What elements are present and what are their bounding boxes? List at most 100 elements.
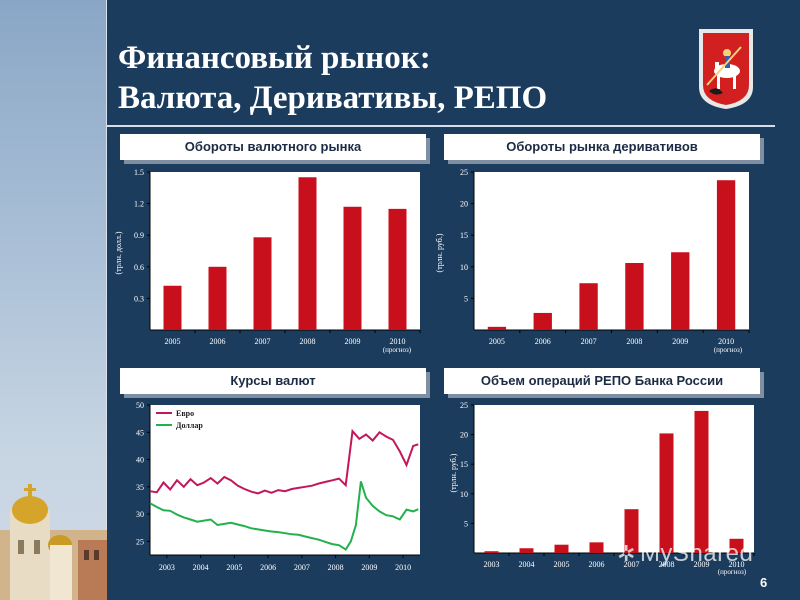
exchange-rates-y-tick-label: 45 [136,428,144,437]
exchange-rates-x-tick-label: 2005 [226,563,242,572]
exchange-rates-legend-label: Евро [176,409,194,418]
moscow-coat-of-arms-icon [699,29,753,109]
fx-turnover-header: Обороты валютного рынка [120,134,426,160]
derivatives-turnover-y-tick-label: 10 [460,263,468,272]
derivatives-turnover-x-tick-label: 2009 [672,337,688,346]
derivatives-turnover-x-tick-label: 2010 [718,337,734,346]
exchange-rates-legend-label: Доллар [176,421,203,430]
exchange-rates-x-tick-label: 2006 [260,563,276,572]
watermark-text: MyShared [639,540,754,567]
repo-volume-forecast-note: (прогноз) [718,568,747,576]
repo-volume-x-tick-label: 2009 [694,560,710,569]
snowflake-icon: ✲ [617,541,636,566]
derivatives-turnover-y-tick-label: 25 [460,168,468,177]
derivatives-turnover-y-tick-label: 15 [460,231,468,240]
exchange-rates-x-tick-label: 2004 [193,563,209,572]
title-divider [107,125,775,127]
derivatives-turnover-bar [625,263,644,330]
repo-volume-bar [484,551,499,553]
fx-turnover-bar [253,237,272,330]
repo-volume-x-tick-label: 2005 [554,560,570,569]
slide-title: Финансовый рынок: Валюта, Деривативы, РЕ… [118,38,678,118]
exchange-rates-y-tick-label: 40 [136,456,144,465]
fx-turnover-y-tick-label: 1.5 [134,168,144,177]
fx-turnover-y-tick-label: 1.2 [134,200,144,209]
exchange-rates-x-tick-label: 2008 [328,563,344,572]
fx-turnover-bar [343,206,362,330]
slide-title-line-2: Валюта, Деривативы, РЕПО [118,80,548,116]
repo-volume-x-tick-label: 2004 [519,560,535,569]
watermark: ✲ MyShared [617,540,753,568]
slide-title-line-1: Финансовый рынок: [118,40,431,76]
exchange-rates-series-line-1 [149,481,419,551]
repo-volume-bar [624,509,639,553]
fx-turnover-bar [163,285,182,330]
fx-turnover-forecast-note: (прогноз) [383,346,412,354]
repo-volume-x-tick-label: 2008 [659,560,675,569]
repo-volume-y-tick-label: 25 [460,401,468,410]
derivatives-turnover-y-tick-label: 20 [460,200,468,209]
exchange-rates-x-tick-label: 2007 [294,563,310,572]
repo-volume-bar [694,410,709,553]
derivatives-turnover-x-tick-label: 2007 [581,337,597,346]
repo-volume-y-tick-label: 20 [460,431,468,440]
derivatives-turnover-header: Обороты рынка деривативов [444,134,760,160]
page-number: 6 [760,575,768,590]
exchange-rates-x-tick-label: 2009 [361,563,377,572]
repo-volume-x-tick-label: 2007 [624,560,640,569]
derivatives-turnover-bar [487,326,507,330]
repo-volume-x-tick-label: 2010 [729,560,745,569]
derivatives-turnover-y-tick-label: 5 [464,294,468,303]
repo-volume-y-axis-label: (трлн. руб.) [449,453,458,492]
derivatives-turnover-y-axis-label: (трлн. руб.) [435,233,444,272]
repo-volume-bar [589,542,604,553]
left-decorative-strip [0,0,107,600]
fx-turnover-y-tick-label: 0.9 [134,231,144,240]
exchange-rates-y-tick-label: 50 [136,401,144,410]
fx-turnover-plot-area [150,172,420,330]
repo-volume-chart: 5 10 15 20 25 2003 2004 2005 2006 2007 2008 2009 201… [449,401,755,576]
repo-volume-x-tick-label: 2003 [484,560,500,569]
exchange-rates-y-tick-label: 35 [136,483,144,492]
fx-turnover-y-tick-label: 0.3 [134,294,144,303]
repo-volume-bar [729,538,744,553]
fx-turnover-bar [298,177,317,330]
fx-turnover-y-tick-label: 0.6 [134,263,144,272]
repo-volume-plot-area [474,405,754,553]
exchange-rates-chart: 25 30 35 40 45 50 2003 2004 2005 2006 2007 2008 2009… [136,401,420,572]
repo-volume-bar [659,433,674,553]
fx-turnover-bar [388,208,407,330]
fx-turnover-x-tick-label: 2009 [345,337,361,346]
fx-turnover-y-axis-label: (трлн. долл.) [114,231,123,274]
derivatives-turnover-bar [533,312,552,330]
fx-turnover-x-tick-label: 2007 [255,337,271,346]
repo-volume-y-tick-label: 10 [460,490,468,499]
fx-turnover-x-tick-label: 2006 [210,337,226,346]
derivatives-turnover-bar [579,283,598,330]
derivatives-turnover-plot-area [474,172,749,330]
repo-volume-y-tick-label: 5 [464,519,468,528]
repo-volume-y-tick-label: 15 [460,460,468,469]
exchange-rates-y-tick-label: 30 [136,510,144,519]
repo-volume-bar [519,548,534,553]
fx-turnover-bar [208,266,227,330]
fx-turnover-x-tick-label: 2008 [300,337,316,346]
exchange-rates-x-tick-label: 2010 [395,563,411,572]
derivatives-turnover-x-tick-label: 2005 [489,337,505,346]
derivatives-turnover-forecast-note: (прогноз) [714,346,743,354]
derivatives-turnover-x-tick-label: 2006 [535,337,551,346]
exchange-rates-header: Курсы валют [120,368,426,394]
derivatives-turnover-bar [671,252,690,330]
repo-volume-bar [554,544,569,553]
exchange-rates-x-tick-label: 2003 [159,563,175,572]
fx-turnover-x-tick-label: 2005 [165,337,181,346]
repo-volume-x-tick-label: 2006 [589,560,605,569]
cathedral-image [0,484,107,600]
repo-volume-header: Объем операций РЕПО Банка России [444,368,760,394]
derivatives-turnover-chart: 5 10 15 20 25 2005 2006 2007 2008 2009 2010(прогно… [435,168,750,354]
exchange-rates-y-tick-label: 25 [136,537,144,546]
derivatives-turnover-bar [716,180,736,330]
exchange-rates-plot-area [150,405,420,555]
exchange-rates-series-line-0 [149,428,419,495]
